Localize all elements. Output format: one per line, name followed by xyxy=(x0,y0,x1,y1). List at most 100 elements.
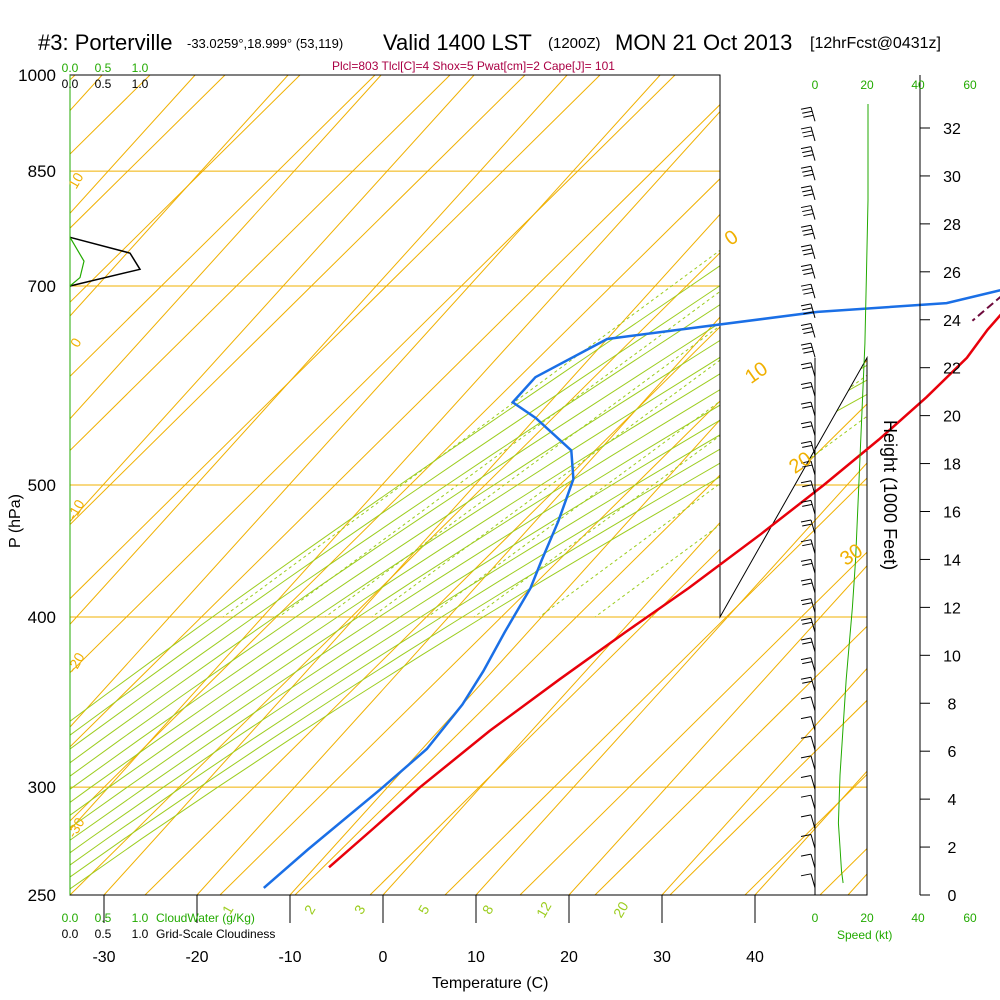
moist-adiabat-line xyxy=(70,75,867,895)
wind-barb-staff xyxy=(810,500,816,515)
dry-adiabat-line xyxy=(594,75,867,895)
wind-barb-feather xyxy=(800,146,812,150)
x-axis-label: Temperature (C) xyxy=(432,975,548,992)
x-tick-label: -20 xyxy=(185,949,208,966)
height-tick-label: 2 xyxy=(948,840,957,857)
dry-adiabat-line xyxy=(70,75,601,895)
mixing-ratio-line xyxy=(222,75,867,618)
wind-barb xyxy=(800,873,816,888)
wind-barb xyxy=(800,696,816,712)
wind-barb-feather xyxy=(802,425,813,429)
cloud-scale-bottom-black: 1.0 xyxy=(132,927,149,941)
wind-barb-feather xyxy=(800,499,812,503)
isotherm-line xyxy=(847,75,867,895)
x-tick-label: 40 xyxy=(746,949,764,966)
wind-barb xyxy=(800,480,816,495)
cloud-scale-bottom-green: 1.0 xyxy=(132,911,149,925)
wind-barb xyxy=(800,106,816,122)
wind-barb-staff xyxy=(810,107,816,122)
wind-barb-feather xyxy=(800,539,812,543)
wind-speed-line xyxy=(837,104,869,884)
wind-barb-feather xyxy=(800,755,812,759)
dry-adiabat-line xyxy=(895,75,1000,895)
wind-barb-feather xyxy=(803,350,814,354)
cloudwater-profile xyxy=(69,237,85,287)
wind-barb-feather xyxy=(802,346,813,350)
cloud-scale-top-green: 1.0 xyxy=(132,61,149,75)
wind-barb-feather xyxy=(802,287,813,291)
wind-barb-feather xyxy=(800,617,812,621)
wind-barb-feather xyxy=(803,252,814,256)
wind-barb xyxy=(800,224,816,240)
wind-barb-feather xyxy=(800,480,812,484)
chart-title-date: MON 21 Oct 2013 xyxy=(615,30,792,55)
wind-barb-feather xyxy=(803,193,814,197)
wind-barb-staff xyxy=(810,460,816,476)
wind-barb xyxy=(800,637,816,653)
wind-barb xyxy=(800,264,816,279)
wind-barb-feather xyxy=(802,248,813,252)
temperature-line xyxy=(328,313,1000,869)
wind-barb-staff xyxy=(810,677,816,692)
wind-barb-staff xyxy=(810,539,816,554)
isotherm-line xyxy=(754,75,867,895)
wind-barb-feather xyxy=(800,342,812,346)
wind-barb-staff xyxy=(810,284,816,299)
wind-barb-feather xyxy=(803,114,814,118)
wind-barb xyxy=(800,755,816,771)
wind-barb xyxy=(800,676,816,692)
wind-barb xyxy=(800,617,816,633)
p-tick-label: 250 xyxy=(28,886,56,905)
wind-barb xyxy=(800,401,816,417)
wind-barb-staff xyxy=(810,814,816,829)
height-tick-label: 28 xyxy=(943,217,961,234)
wind-barb xyxy=(800,126,816,142)
height-tick-label: 4 xyxy=(948,792,957,809)
wind-barb-feather xyxy=(803,134,814,138)
isotherm-line xyxy=(568,75,867,895)
wind-barb-feather xyxy=(800,421,812,425)
dry-adiabat-line xyxy=(70,75,226,895)
wind-barb-feather xyxy=(802,228,813,232)
wind-barb-feather xyxy=(800,244,812,248)
x-tick-label: -30 xyxy=(92,949,115,966)
wind-barb-feather xyxy=(800,165,812,169)
speed-tick-bottom: 40 xyxy=(911,911,925,925)
wind-barb-feather xyxy=(802,385,813,389)
wind-barb-feather xyxy=(800,303,812,307)
isotherm-line xyxy=(70,75,568,895)
isotherm-line xyxy=(289,75,867,895)
isotherm-line xyxy=(475,75,867,895)
cloud-scale-bottom-black: 0.0 xyxy=(62,927,79,941)
isotherm-label: 30 xyxy=(836,540,867,571)
wind-barb-feather xyxy=(802,543,813,547)
wind-barb-staff xyxy=(810,696,816,712)
wind-barb-staff xyxy=(810,382,816,397)
mixing-ratio-line xyxy=(371,75,867,618)
isotherm-label: -30 xyxy=(64,815,88,841)
wind-barb-feather xyxy=(800,657,812,661)
cloud-scale-top-black: 0.0 xyxy=(62,77,79,91)
wind-barb-feather xyxy=(800,283,812,287)
wind-barb xyxy=(800,283,816,299)
wind-barb xyxy=(800,834,816,849)
wind-barb-feather xyxy=(800,716,812,720)
x-tick-label: 30 xyxy=(653,949,671,966)
wind-barb-feather xyxy=(800,224,812,228)
dry-adiabat-line xyxy=(70,75,826,895)
wind-barb-feather xyxy=(802,209,813,213)
mixing-ratio-label: 8 xyxy=(479,902,497,917)
height-tick-label: 6 xyxy=(948,744,957,761)
height-tick-label: 0 xyxy=(948,888,957,905)
speed-tick-top: 20 xyxy=(860,78,874,92)
cloudiness-label: Grid-Scale Cloudiness xyxy=(156,927,275,941)
speed-label: Speed (kt) xyxy=(837,928,892,942)
wind-barb-feather xyxy=(803,173,814,177)
wind-barb xyxy=(800,716,816,731)
wind-barb-feather xyxy=(800,598,812,602)
y-axis-label: P (hPa) xyxy=(7,494,24,548)
wind-barb-feather xyxy=(802,562,813,566)
chart-title-valid: Valid 1400 LST xyxy=(383,30,532,55)
mixing-ratio-label: 12 xyxy=(533,899,555,921)
p-tick-label: 500 xyxy=(28,476,56,495)
